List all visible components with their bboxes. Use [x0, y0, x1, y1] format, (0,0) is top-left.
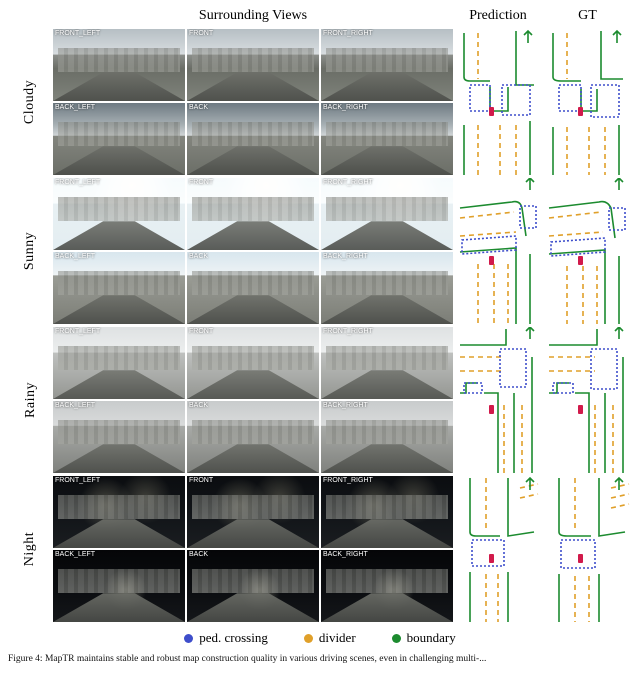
- camera-cell: BACK: [187, 103, 319, 175]
- condition-label: Rainy: [8, 327, 53, 473]
- camera-tag: FRONT_LEFT: [55, 30, 100, 37]
- camera-cell: BACK_RIGHT: [321, 401, 453, 473]
- camera-cell: FRONT: [187, 476, 319, 548]
- header-prediction: Prediction: [453, 8, 543, 27]
- header-gt: GT: [543, 8, 632, 27]
- camera-grid: FRONT_LEFT FRONT FRONT_RIGHT BACK_LEFT BACK B…: [53, 178, 453, 324]
- camera-tag: BACK: [189, 253, 208, 260]
- camera-cell: FRONT_LEFT: [53, 29, 185, 101]
- condition-row: Night FRONT_LEFT FRONT FRONT_RIGHT BACK_LEFT…: [8, 476, 632, 622]
- header-spacer: [8, 8, 53, 27]
- camera-cell: BACK_LEFT: [53, 401, 185, 473]
- condition-label-text: Night: [22, 532, 38, 566]
- legend-item-ped: ped. crossing: [184, 630, 268, 646]
- condition-label-text: Sunny: [22, 232, 38, 270]
- camera-cell: BACK_LEFT: [53, 550, 185, 622]
- camera-tag: FRONT_LEFT: [55, 328, 100, 335]
- camera-tag: BACK_LEFT: [55, 253, 95, 260]
- camera-grid: FRONT_LEFT FRONT FRONT_RIGHT BACK_LEFT BACK B…: [53, 327, 453, 473]
- camera-cell: FRONT: [187, 327, 319, 399]
- figure: Surrounding Views Prediction GT Cloudy FR…: [8, 8, 632, 664]
- condition-row: Cloudy FRONT_LEFT FRONT FRONT_RIGHT BACK_LEF…: [8, 29, 632, 175]
- camera-tag: FRONT_RIGHT: [323, 179, 373, 186]
- camera-tag: BACK_RIGHT: [323, 551, 368, 558]
- condition-label: Sunny: [8, 178, 53, 324]
- camera-tag: FRONT_RIGHT: [323, 477, 373, 484]
- column-headers: Surrounding Views Prediction GT: [8, 8, 632, 27]
- camera-cell: BACK: [187, 401, 319, 473]
- swatch-bound: [392, 634, 401, 643]
- camera-cell: BACK_RIGHT: [321, 252, 453, 324]
- camera-cell: FRONT: [187, 29, 319, 101]
- map-prediction: [456, 29, 542, 175]
- camera-tag: FRONT: [189, 30, 213, 37]
- map-prediction: [456, 476, 542, 622]
- map-groundtruth: [545, 178, 631, 324]
- condition-row: Sunny FRONT_LEFT FRONT FRONT_RIGHT BACK_LEFT…: [8, 178, 632, 324]
- camera-tag: FRONT: [189, 179, 213, 186]
- camera-cell: BACK_LEFT: [53, 103, 185, 175]
- camera-cell: FRONT_RIGHT: [321, 29, 453, 101]
- legend-label-bound: boundary: [407, 630, 456, 646]
- map-groundtruth: [545, 476, 631, 622]
- legend-label-div: divider: [319, 630, 356, 646]
- condition-label: Night: [8, 476, 53, 622]
- camera-tag: BACK_RIGHT: [323, 402, 368, 409]
- map-prediction: [456, 178, 542, 324]
- camera-cell: FRONT_LEFT: [53, 178, 185, 250]
- legend: ped. crossing divider boundary: [8, 630, 632, 646]
- camera-cell: BACK_RIGHT: [321, 103, 453, 175]
- condition-row: Rainy FRONT_LEFT FRONT FRONT_RIGHT BACK_LEFT…: [8, 327, 632, 473]
- camera-cell: FRONT_LEFT: [53, 327, 185, 399]
- legend-label-ped: ped. crossing: [199, 630, 268, 646]
- camera-tag: BACK_LEFT: [55, 551, 95, 558]
- camera-cell: FRONT_RIGHT: [321, 327, 453, 399]
- camera-cell: BACK: [187, 550, 319, 622]
- camera-tag: BACK_RIGHT: [323, 104, 368, 111]
- camera-tag: BACK: [189, 104, 208, 111]
- camera-tag: BACK_RIGHT: [323, 253, 368, 260]
- condition-label-text: Cloudy: [22, 80, 38, 124]
- camera-cell: BACK_RIGHT: [321, 550, 453, 622]
- condition-label: Cloudy: [8, 29, 53, 175]
- condition-label-text: Rainy: [22, 382, 38, 418]
- camera-tag: BACK_LEFT: [55, 402, 95, 409]
- swatch-div: [304, 634, 313, 643]
- map-groundtruth: [545, 327, 631, 473]
- rows: Cloudy FRONT_LEFT FRONT FRONT_RIGHT BACK_LEF…: [8, 29, 632, 622]
- camera-cell: FRONT_RIGHT: [321, 476, 453, 548]
- map-groundtruth: [545, 29, 631, 175]
- camera-tag: FRONT: [189, 328, 213, 335]
- camera-tag: BACK_LEFT: [55, 104, 95, 111]
- camera-cell: FRONT_RIGHT: [321, 178, 453, 250]
- camera-cell: BACK_LEFT: [53, 252, 185, 324]
- map-prediction: [456, 327, 542, 473]
- camera-grid: FRONT_LEFT FRONT FRONT_RIGHT BACK_LEFT BACK B…: [53, 476, 453, 622]
- camera-tag: FRONT_LEFT: [55, 477, 100, 484]
- camera-cell: FRONT_LEFT: [53, 476, 185, 548]
- header-surrounding: Surrounding Views: [53, 8, 453, 27]
- camera-cell: FRONT: [187, 178, 319, 250]
- camera-tag: FRONT_RIGHT: [323, 328, 373, 335]
- camera-tag: BACK: [189, 551, 208, 558]
- swatch-ped: [184, 634, 193, 643]
- camera-tag: FRONT_RIGHT: [323, 30, 373, 37]
- legend-item-bound: boundary: [392, 630, 456, 646]
- camera-grid: FRONT_LEFT FRONT FRONT_RIGHT BACK_LEFT BACK B…: [53, 29, 453, 175]
- camera-cell: BACK: [187, 252, 319, 324]
- legend-item-div: divider: [304, 630, 356, 646]
- figure-caption: Figure 4: MapTR maintains stable and rob…: [8, 654, 632, 664]
- camera-tag: FRONT_LEFT: [55, 179, 100, 186]
- camera-tag: BACK: [189, 402, 208, 409]
- camera-tag: FRONT: [189, 477, 213, 484]
